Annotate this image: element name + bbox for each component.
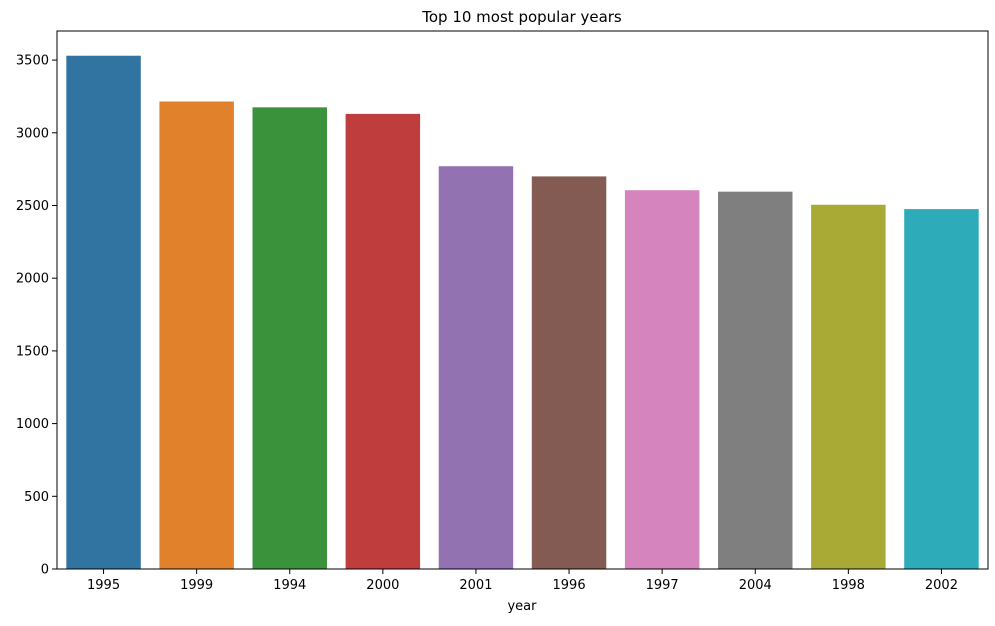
y-tick-label: 500 [24,490,49,505]
x-tick-label: 1998 [832,578,865,593]
x-tick-label: 1995 [87,578,120,593]
x-axis-label: year [507,599,537,614]
bar-2004 [718,191,793,569]
bar-2002 [904,209,979,569]
bar-1994 [252,107,327,570]
y-tick-label: 0 [41,563,49,578]
x-tick-label: 2000 [366,578,399,593]
bar-1998 [811,204,886,569]
y-tick-label: 3500 [16,54,49,69]
x-axis: 1995 1999 1994 2000 2001 1996 1997 2004 1998 2002 [87,569,958,593]
bar-group [66,55,979,570]
y-axis: 0 500 1000 1500 2000 2500 3000 3500 [16,54,57,578]
bar-1996 [531,176,607,570]
y-tick-label: 2500 [16,199,49,214]
bar-2001 [438,166,514,569]
chart-title: Top 10 most popular years [421,8,622,26]
x-tick-label: 1994 [273,578,306,593]
y-tick-label: 1500 [16,344,49,359]
bar-2000 [345,113,421,570]
x-tick-label: 2001 [459,578,492,593]
plot-frame [56,30,989,570]
y-tick-label: 2000 [16,272,49,287]
y-tick-label: 3000 [16,126,49,141]
x-tick-label: 2004 [739,578,772,593]
x-tick-label: 2002 [925,578,958,593]
bar-1997 [624,190,700,569]
x-tick-label: 1997 [646,578,679,593]
bar-1999 [159,101,234,570]
bar-1995 [66,55,141,569]
x-tick-label: 1999 [180,578,213,593]
y-tick-label: 1000 [16,417,49,432]
x-tick-label: 1996 [553,578,586,593]
